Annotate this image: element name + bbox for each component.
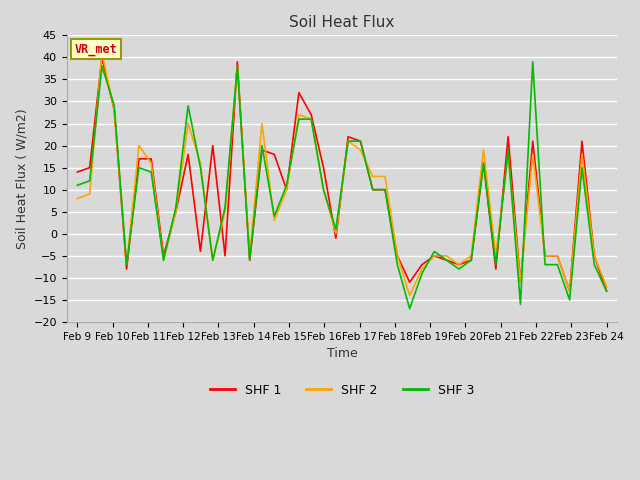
Text: VR_met: VR_met bbox=[75, 43, 118, 56]
Title: Soil Heat Flux: Soil Heat Flux bbox=[289, 15, 395, 30]
X-axis label: Time: Time bbox=[326, 347, 357, 360]
Legend: SHF 1, SHF 2, SHF 3: SHF 1, SHF 2, SHF 3 bbox=[205, 379, 479, 402]
Y-axis label: Soil Heat Flux ( W/m2): Soil Heat Flux ( W/m2) bbox=[15, 108, 28, 249]
